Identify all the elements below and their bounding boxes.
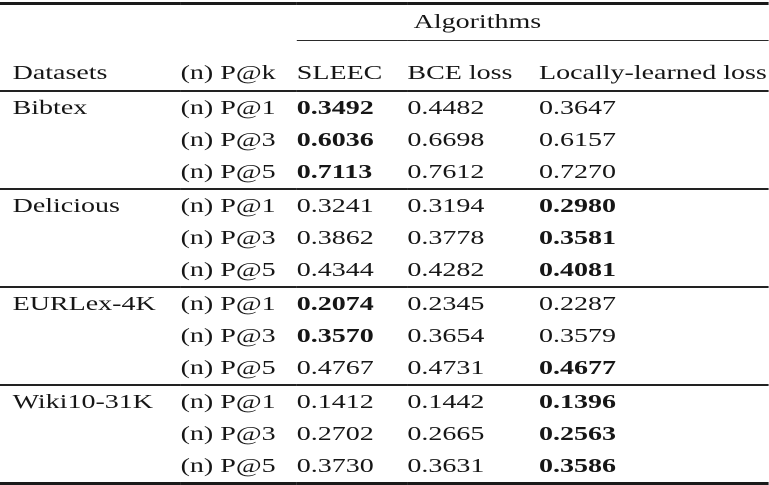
value-cell: 0.4482	[407, 90, 539, 124]
column-header-pk: (n) P@k	[180, 40, 297, 92]
value-cell: 0.2665	[407, 423, 485, 445]
metric-cell: (n) P@1	[180, 384, 297, 418]
value-cell: 0.3862	[296, 227, 374, 249]
value-cell: 0.3654	[407, 325, 485, 347]
value-cell: 0.3579	[539, 325, 616, 347]
value-cell: 0.2074	[296, 286, 408, 320]
value-cell: 0.7612	[407, 161, 485, 183]
value-cell: 0.6036	[296, 129, 374, 151]
value-cell: 0.3730	[296, 455, 374, 477]
value-cell: 0.6698	[407, 129, 485, 151]
metric-cell: (n) P@3	[180, 325, 276, 347]
dataset-cell: Delicious	[0, 188, 181, 222]
metric-cell: (n) P@3	[180, 423, 276, 445]
column-header-locally-learned-loss: Locally-learned loss	[539, 40, 769, 92]
value-cell: 0.3194	[407, 188, 539, 222]
value-cell: 0.2702	[296, 423, 374, 445]
table-row: Bibtex (n) P@1 0.3492 0.4482 0.3647	[0, 90, 769, 124]
table-row: (n) P@3 0.3570 0.3654 0.3579	[0, 320, 769, 352]
value-cell: 0.3631	[407, 455, 485, 477]
metric-cell: (n) P@3	[180, 227, 276, 249]
table-row: (n) P@5 0.7113 0.7612 0.7270	[0, 156, 769, 189]
metric-cell: (n) P@1	[180, 90, 297, 124]
value-cell: 0.3570	[296, 325, 374, 347]
table-row: (n) P@5 0.4767 0.4731 0.4677	[0, 352, 769, 385]
value-cell: 0.2287	[539, 286, 769, 320]
dataset-cell	[0, 124, 181, 156]
value-cell: 0.3778	[407, 227, 485, 249]
column-header-bce-loss: BCE loss	[407, 40, 539, 92]
value-cell: 0.7270	[539, 161, 616, 183]
value-cell: 0.4081	[539, 259, 616, 281]
column-header-datasets: Datasets	[0, 40, 181, 92]
dataset-cell	[0, 450, 181, 484]
value-cell: 0.4767	[296, 357, 374, 379]
value-cell: 0.2563	[539, 423, 616, 445]
dataset-cell	[0, 156, 181, 189]
metric-cell: (n) P@5	[180, 357, 276, 379]
dataset-cell	[0, 418, 181, 450]
metric-cell: (n) P@5	[180, 161, 276, 183]
dataset-cell: Wiki10-31K	[0, 384, 181, 418]
metric-cell: (n) P@5	[180, 259, 276, 281]
metric-cell: (n) P@1	[180, 188, 297, 222]
dataset-cell	[0, 352, 181, 385]
table-row: (n) P@3 0.3862 0.3778 0.3581	[0, 222, 769, 254]
value-cell: 0.4677	[539, 357, 616, 379]
column-header-row: Datasets (n) P@k SLEEC BCE loss Locally-…	[0, 40, 769, 92]
dataset-cell	[0, 254, 181, 287]
value-cell: 0.2980	[539, 188, 769, 222]
value-cell: 0.1396	[539, 384, 769, 418]
value-cell: 0.3647	[539, 90, 769, 124]
value-cell: 0.4731	[407, 357, 485, 379]
value-cell: 0.2345	[407, 286, 539, 320]
dataset-cell: EURLex-4K	[0, 286, 181, 320]
column-header-sleec: SLEEC	[296, 40, 408, 92]
table-row: (n) P@5 0.3730 0.3631 0.3586	[0, 450, 769, 484]
table-row: Delicious (n) P@1 0.3241 0.3194 0.2980	[0, 188, 769, 222]
table-row: (n) P@3 0.2702 0.2665 0.2563	[0, 418, 769, 450]
value-cell: 0.4282	[407, 259, 485, 281]
value-cell: 0.6157	[539, 129, 616, 151]
value-cell: 0.1442	[407, 384, 539, 418]
value-cell: 0.1412	[296, 384, 408, 418]
table-row: (n) P@3 0.6036 0.6698 0.6157	[0, 124, 769, 156]
table-row: (n) P@5 0.4344 0.4282 0.4081	[0, 254, 769, 287]
value-cell: 0.3492	[296, 90, 408, 124]
dataset-cell: Bibtex	[0, 90, 181, 124]
algorithms-group-header: Algorithms	[296, 3, 769, 41]
value-cell: 0.7113	[296, 161, 373, 183]
metric-cell: (n) P@1	[180, 286, 297, 320]
dataset-cell	[0, 222, 181, 254]
spacer-cell	[0, 4, 297, 41]
dataset-cell	[0, 320, 181, 352]
table-row: Wiki10-31K (n) P@1 0.1412 0.1442 0.1396	[0, 384, 769, 418]
value-cell: 0.3586	[539, 455, 616, 477]
table-row: EURLex-4K (n) P@1 0.2074 0.2345 0.2287	[0, 286, 769, 320]
algorithms-group-header-row: Algorithms	[0, 3, 769, 41]
value-cell: 0.3241	[296, 188, 408, 222]
value-cell: 0.4344	[296, 259, 374, 281]
metric-cell: (n) P@5	[180, 455, 276, 477]
metric-cell: (n) P@3	[180, 129, 276, 151]
value-cell: 0.3581	[539, 227, 616, 249]
